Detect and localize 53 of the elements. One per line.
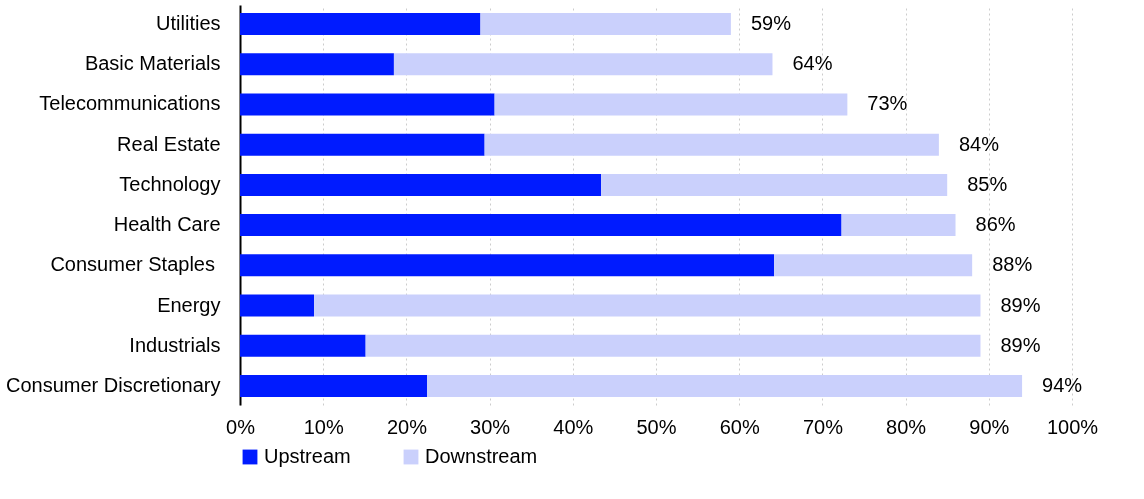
bar (314, 294, 981, 317)
y-tick-label: Consumer Discretionary (5, 373, 221, 396)
y-tick-label: Consumer Staples (50, 253, 221, 276)
bar (240, 93, 495, 116)
bar (841, 214, 956, 237)
bar (240, 214, 842, 237)
y-tick-label: Basic Materials (84, 52, 221, 75)
bar (240, 374, 428, 397)
x-tick-label: 50% (636, 415, 677, 438)
y-tick-label: Utilities (156, 12, 221, 35)
total-label: 86% (975, 213, 1016, 236)
x-tick-label: 100% (1046, 415, 1099, 438)
bar (240, 133, 485, 156)
total-label: 88% (992, 253, 1033, 276)
y-tick-label: Health Care (113, 213, 221, 236)
y-tick-label: Energy (157, 293, 221, 316)
x-tick-label: 60% (719, 415, 760, 438)
bar (240, 254, 775, 277)
total-label: 84% (958, 132, 1000, 155)
y-tick-label: Technology (119, 172, 221, 195)
x-tick-label: 10% (303, 415, 344, 438)
x-tick-label: 30% (470, 415, 511, 438)
total-label: 89% (1000, 333, 1041, 356)
bar (393, 53, 773, 76)
total-label: 59% (750, 12, 792, 35)
bar (601, 173, 948, 196)
bar (240, 334, 366, 357)
bar (240, 13, 481, 36)
total-label: 94% (1042, 373, 1083, 396)
total-label: 89% (1000, 293, 1041, 316)
x-tick-label: 80% (886, 415, 927, 438)
bar (240, 294, 315, 317)
x-tick-label: 70% (802, 415, 844, 438)
legend-label: Downstream (425, 445, 538, 467)
bar (427, 374, 1023, 397)
x-tick-label: 40% (553, 415, 594, 438)
x-tick-label: 90% (969, 415, 1010, 438)
bar (480, 13, 731, 36)
y-tick-label: Industrials (129, 333, 221, 356)
total-label: 85% (967, 172, 1008, 195)
bar (494, 93, 848, 116)
y-tick-label: Real Estate (117, 132, 221, 155)
bar (774, 254, 973, 277)
bar (240, 173, 602, 196)
x-tick-label: 0% (226, 415, 256, 438)
total-label: 64% (792, 52, 833, 75)
y-tick-label: Telecommunications (39, 92, 221, 115)
bar (240, 53, 394, 76)
bar (484, 133, 939, 156)
bar (365, 334, 981, 357)
total-label: 73% (867, 92, 908, 115)
legend-label: Upstream (264, 445, 351, 467)
x-tick-label: 20% (386, 415, 428, 438)
